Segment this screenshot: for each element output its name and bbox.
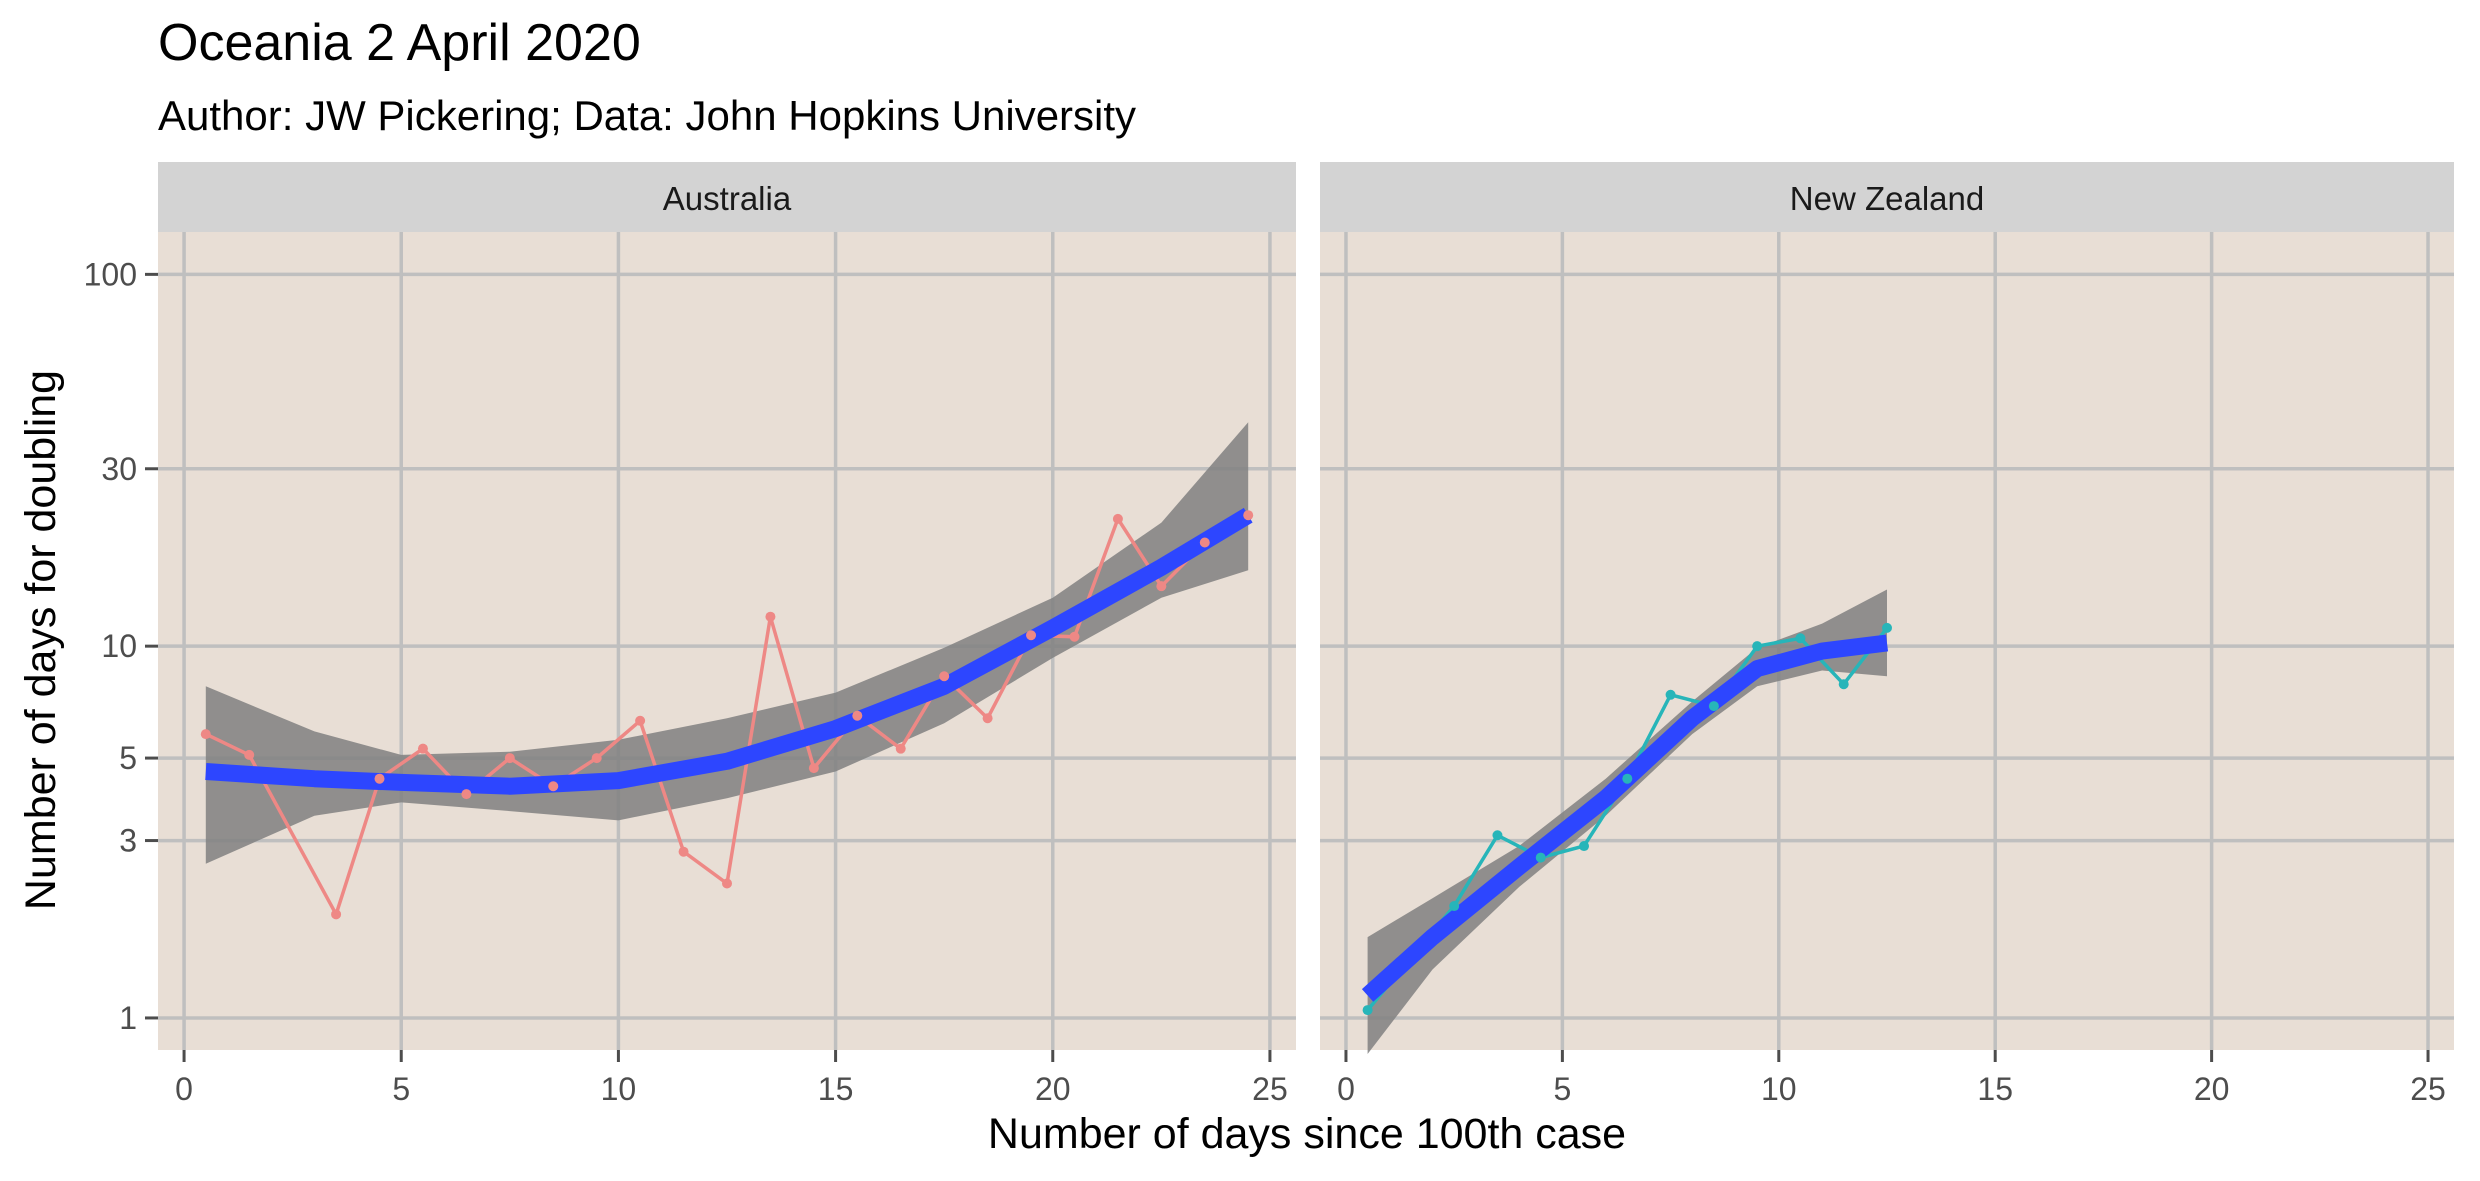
data-point xyxy=(1535,852,1546,863)
smooth-trend-line xyxy=(205,507,1253,795)
x-tick-label: 0 xyxy=(175,1071,193,1107)
x-tick-label: 25 xyxy=(2410,1071,2446,1107)
y-tick-label: 3 xyxy=(119,823,137,859)
data-point xyxy=(722,878,732,889)
x-tick-label: 15 xyxy=(1977,1071,2013,1107)
panel-background xyxy=(158,232,1296,1050)
data-point xyxy=(1243,510,1254,521)
facet-panel-australia: Australia 0 5 10 15 20 25 xyxy=(158,162,1296,1107)
data-point xyxy=(504,753,515,764)
data-point xyxy=(1069,631,1080,642)
x-tick-label: 10 xyxy=(1761,1071,1797,1107)
data-point xyxy=(331,909,342,920)
data-point xyxy=(1838,679,1849,690)
facet-strip-label: Australia xyxy=(663,180,792,217)
y-tick-label: 30 xyxy=(101,451,137,487)
data-point xyxy=(852,710,863,721)
y-tick-label: 5 xyxy=(119,740,137,776)
facet-strip-label: New Zealand xyxy=(1790,180,1984,217)
x-tick-label: 5 xyxy=(392,1071,410,1107)
data-point xyxy=(1579,841,1590,852)
y-axis-title: Number of days for doubling xyxy=(17,370,65,910)
y-axis: 1 3 5 10 30 100 xyxy=(84,256,158,1036)
chart-title: Oceania 2 April 2020 xyxy=(158,14,641,72)
x-tick-label: 0 xyxy=(1337,1071,1355,1107)
data-point xyxy=(374,773,385,784)
data-point xyxy=(461,789,472,800)
data-point xyxy=(635,715,646,726)
x-tick-label: 20 xyxy=(2194,1071,2230,1107)
data-point xyxy=(1199,537,1210,548)
data-point xyxy=(895,743,906,754)
confidence-ribbon xyxy=(205,422,1249,864)
data-point xyxy=(1795,633,1806,644)
facet-strip xyxy=(158,162,1296,232)
data-point xyxy=(548,781,559,792)
data-point xyxy=(808,763,819,774)
x-tick-label: 20 xyxy=(1035,1071,1071,1107)
data-point xyxy=(1156,581,1167,592)
data-point xyxy=(1492,830,1503,841)
smooth-trend-line xyxy=(1361,634,1889,1002)
data-point xyxy=(1882,622,1892,633)
data-point xyxy=(1708,701,1719,712)
y-tick-label: 10 xyxy=(101,628,137,664)
facet-strip xyxy=(1320,162,2454,232)
data-point xyxy=(1362,1005,1373,1016)
data-point xyxy=(1112,513,1123,524)
confidence-ribbon xyxy=(1367,589,1887,1054)
y-tick-label: 100 xyxy=(84,256,137,292)
data-point xyxy=(982,713,993,724)
data-point xyxy=(591,753,602,764)
x-tick-label: 25 xyxy=(1252,1071,1288,1107)
data-point xyxy=(1622,773,1633,784)
data-point xyxy=(1752,641,1763,652)
chart-subtitle: Author: JW Pickering; Data: John Hopkins… xyxy=(158,92,1136,139)
data-point xyxy=(765,611,776,622)
facet-panel-new-zealand: New Zealand 0 5 10 15 20 25 xyxy=(1320,162,2454,1107)
x-tick-label: 5 xyxy=(1553,1071,1571,1107)
data-point xyxy=(939,671,950,682)
data-point xyxy=(417,743,428,754)
data-point xyxy=(1026,630,1037,641)
series-line-new-zealand xyxy=(1366,626,1889,1012)
data-point xyxy=(244,749,255,760)
x-tick-label: 15 xyxy=(818,1071,854,1107)
data-point xyxy=(678,846,689,857)
y-tick-label: 1 xyxy=(119,1000,137,1036)
data-point xyxy=(200,729,211,740)
data-point xyxy=(1665,689,1676,700)
facet-panels: Australia 0 5 10 15 20 25 New Zealand 0 5 10 15 20 25 xyxy=(158,162,2454,1107)
x-axis-title: Number of days since 100th case xyxy=(988,1110,1626,1158)
data-point xyxy=(1449,901,1460,912)
x-tick-label: 10 xyxy=(601,1071,637,1107)
